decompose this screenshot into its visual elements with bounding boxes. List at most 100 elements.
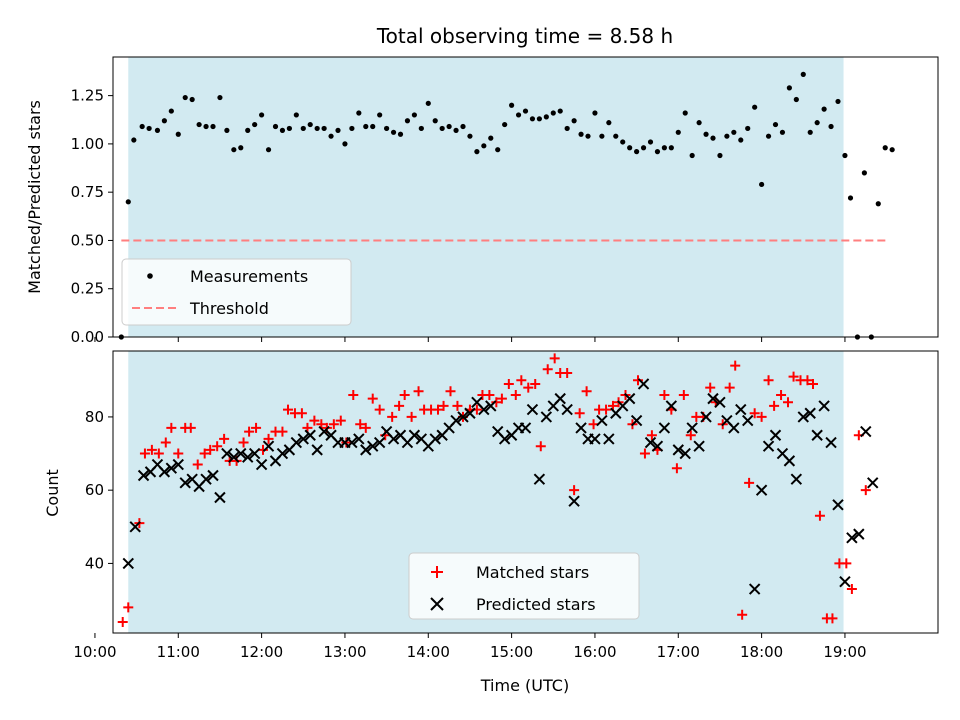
measurement-point [807,129,813,135]
matched-point [562,367,573,378]
predicted-point [742,414,754,427]
x-tick-label: 15:00 [490,643,533,661]
matched-point [530,378,541,389]
measurement-point [654,149,661,155]
measurement-point [772,121,779,128]
measurement-point [710,135,716,141]
predicted-point [589,433,601,445]
x-tick-label: 10:00 [73,643,116,661]
predicted-point [290,436,303,449]
predicted-point [679,447,691,460]
matched-point [659,389,670,400]
y-tick-label: 80 [85,408,104,426]
measurement-point [238,145,244,151]
measurement-point [279,127,286,133]
measurement-point [252,121,258,128]
matched-point [542,364,553,375]
legend-top-box [121,258,352,326]
predicted-point [165,462,178,474]
measurement-point [125,199,131,205]
matched-point [685,430,696,441]
measurement-point [453,127,459,133]
matched-point [724,382,735,393]
matched-point [296,408,307,419]
plot-frame [112,350,939,634]
matched-point [192,459,203,470]
predicted-point [255,458,268,471]
predicted-point [408,429,421,441]
measurement-point [627,145,633,151]
predicted-point [811,429,823,441]
matched-point [808,378,818,389]
legend-measurements-marker [147,273,153,279]
predicted-point [367,440,379,452]
matched-point [788,371,799,382]
legend-threshold-label: Threshold [189,299,269,318]
matched-point [139,448,150,459]
matched-point [841,558,852,569]
measurement-point [139,123,145,130]
predicted-point [485,400,497,412]
predicted-point [860,425,872,438]
matched-point [633,375,643,386]
measurement-point [522,108,529,114]
count-panel-legend: Matched stars Predicted stars [408,552,640,620]
predicted-point [651,440,664,452]
predicted-point [630,414,643,427]
measurement-point [661,145,667,151]
predicted-point [623,392,636,405]
matched-point [348,389,359,400]
matched-point [117,617,128,628]
measurement-point [488,135,494,141]
measurement-point [703,131,709,137]
predicted-point [478,403,490,416]
measurement-point [606,120,612,126]
measurement-point [634,149,640,155]
measurement-point [439,125,445,132]
measurement-point [411,112,417,118]
predicted-point [790,473,803,485]
x-tick-label: 17:00 [657,643,700,661]
predicted-point [242,451,254,463]
predicted-point [735,403,747,416]
measurement-point [418,125,424,132]
measurement-point [759,181,765,188]
matched-point [646,430,657,441]
matched-point [219,433,230,444]
measurement-point [397,131,404,137]
measurement-point [536,116,542,122]
measurement-point [724,133,730,139]
matched-point [160,437,171,448]
predicted-point [867,477,879,489]
measurement-point [210,123,216,130]
plot-frame [112,56,939,338]
x-tick-label: 16:00 [573,643,616,661]
predicted-point [714,396,726,408]
measurement-point [224,127,230,133]
measurement-point [613,133,619,139]
predicted-point [707,392,719,405]
predicted-point [457,411,469,423]
measurement-point [696,120,702,126]
predicted-point [262,440,275,452]
predicted-point [450,414,462,427]
measurement-point [293,112,299,118]
matched-point [387,411,398,422]
measurement-point [467,133,473,139]
measurement-point [474,149,480,155]
matched-point [763,375,774,386]
measurement-point [446,123,452,130]
measurement-point [835,98,841,105]
measurement-point [377,112,383,118]
measurement-point [342,141,348,147]
predicted-point [200,473,212,485]
measurement-point [460,123,466,130]
predicted-point [519,422,532,434]
predicted-point [804,407,816,419]
matched-point [769,400,780,411]
predicted-point [387,433,400,445]
measurement-point [390,129,397,135]
predicted-point [832,499,844,511]
measurement-point [640,145,647,151]
